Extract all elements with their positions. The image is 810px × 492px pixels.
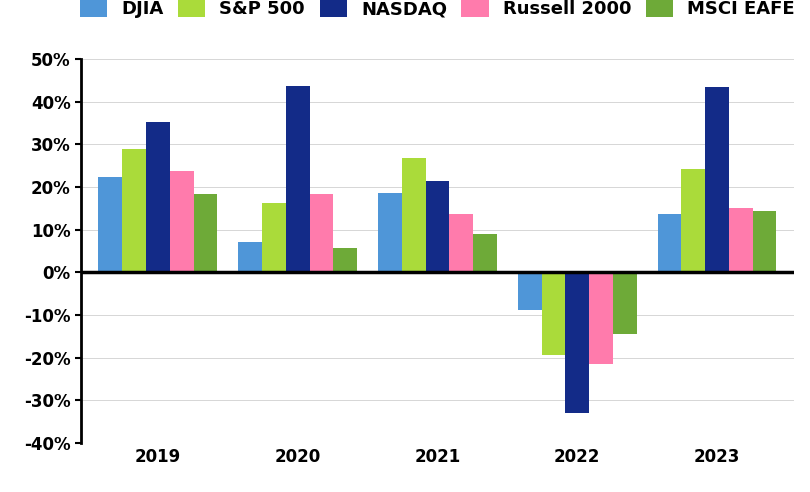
Bar (425, 181, 450, 272)
Bar (378, 192, 402, 272)
Bar (542, 272, 565, 355)
Bar (589, 272, 613, 365)
Bar (122, 149, 146, 272)
Bar (286, 86, 309, 272)
Bar (262, 203, 286, 272)
Legend: DJIA, S&P 500, NASDAQ, Russell 2000, MSCI EAFE: DJIA, S&P 500, NASDAQ, Russell 2000, MSC… (79, 0, 795, 18)
Bar (450, 214, 473, 272)
Bar (752, 211, 776, 272)
Bar (402, 157, 425, 272)
Bar (565, 272, 589, 413)
Bar (518, 272, 542, 310)
Bar (194, 194, 217, 272)
Bar (473, 234, 497, 272)
Bar (170, 171, 194, 272)
Bar (658, 214, 681, 272)
Bar (729, 208, 752, 272)
Bar (238, 242, 262, 272)
Bar (309, 194, 333, 272)
Bar (613, 272, 637, 334)
Bar (681, 169, 705, 272)
Bar (705, 87, 729, 272)
Bar (333, 248, 357, 272)
Bar (99, 177, 122, 272)
Bar (146, 122, 170, 272)
